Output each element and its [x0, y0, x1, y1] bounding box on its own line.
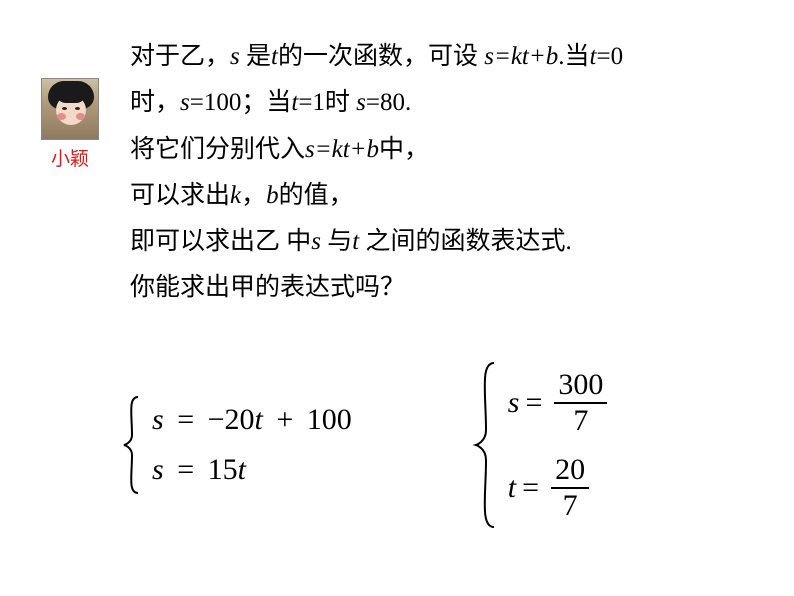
numerator: 20 [551, 453, 589, 487]
text: 与 [327, 228, 352, 255]
sys1-eq1: s = −20t + 100 [152, 402, 352, 438]
left-brace-icon [120, 395, 144, 495]
text: 中， [379, 136, 429, 163]
var-t: t [271, 43, 278, 70]
equals: = [171, 453, 200, 486]
equals: = [516, 471, 545, 505]
expr: s=kt+b [305, 136, 379, 163]
line-2: 时，s=100；当t=1时 s=80. [130, 80, 750, 126]
line-5: 即可以求出乙 中s 与t 之间的函数表达式. [130, 219, 750, 265]
text-content: 对于乙，s 是t的一次函数，可设 s=kt+b.当t=0 时，s=100；当t=… [130, 34, 750, 312]
sys2-eq2: t = 20 7 [508, 448, 608, 528]
text: =80. [366, 89, 411, 116]
var-s: s [180, 89, 190, 116]
var-s: s [311, 228, 327, 255]
line-4: 可以求出k，b的值， [130, 173, 750, 219]
text: 是 [246, 43, 271, 70]
sys1-eq2: s = 15t [152, 452, 352, 488]
text: 将它们分别代入 [130, 136, 305, 163]
left-brace-icon [472, 360, 500, 530]
text: 即可以求出乙 中 [130, 228, 311, 255]
equation-system-2: s = 300 7 t = 20 7 [472, 360, 608, 530]
var-k: k [230, 182, 241, 209]
lhs: s [152, 403, 164, 436]
equation-system-1: s = −20t + 100 s = 15t [120, 395, 352, 495]
var-t: t [255, 403, 263, 436]
text: ， [241, 182, 266, 209]
text: 可以求出 [130, 182, 230, 209]
text: =0 [596, 43, 623, 70]
equals: = [171, 403, 200, 436]
numerator: 300 [554, 368, 607, 402]
text: =100；当 [190, 89, 292, 116]
text: 之间的函数表达式. [365, 228, 571, 255]
var-s: s [230, 43, 246, 70]
coef: −20 [208, 403, 255, 436]
denominator: 7 [569, 404, 592, 438]
lhs: t [508, 471, 516, 505]
expr: s=kt+b [484, 43, 558, 70]
lhs: s [508, 386, 520, 420]
line-1: 对于乙，s 是t的一次函数，可设 s=kt+b.当t=0 [130, 34, 750, 80]
text: 对于乙， [130, 43, 230, 70]
text: 时， [130, 89, 180, 116]
line-3: 将它们分别代入s=kt+b中， [130, 127, 750, 173]
equals: = [519, 386, 548, 420]
const: 100 [307, 403, 352, 436]
sys2-eq1: s = 300 7 [508, 363, 608, 443]
plus: + [270, 403, 299, 436]
line-6: 你能求出甲的表达式吗？ [130, 265, 750, 311]
text: 的值， [279, 182, 354, 209]
denominator: 7 [559, 489, 582, 523]
lhs: s [152, 453, 164, 486]
fraction: 20 7 [551, 453, 589, 523]
var-s: s [356, 89, 366, 116]
equation-row: s = −20t + 100 s = 15t s = 300 7 t = [120, 360, 760, 530]
text: 的一次函数，可设 [278, 43, 484, 70]
coef: 15 [208, 453, 238, 486]
fraction: 300 7 [554, 368, 607, 438]
text: 你能求出甲的表达式吗？ [130, 274, 405, 301]
var-t: t [238, 453, 246, 486]
var-b: b [266, 182, 279, 209]
text: .当 [558, 43, 589, 70]
text: =1时 [298, 89, 356, 116]
avatar-block: 小颖 [38, 78, 102, 171]
avatar-name: 小颖 [38, 144, 102, 171]
var-t: t [352, 228, 365, 255]
avatar-image [41, 78, 99, 140]
